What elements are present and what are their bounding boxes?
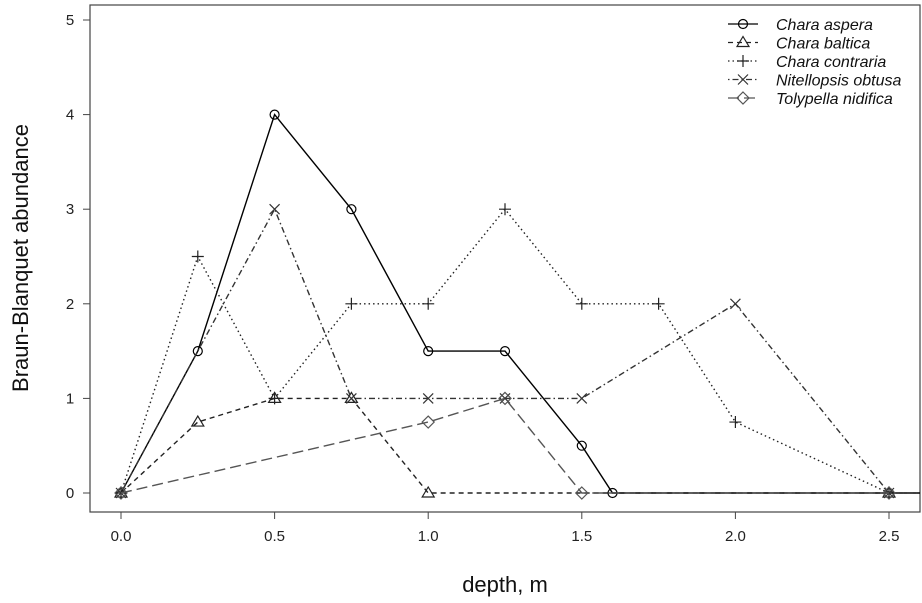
plus-marker [652,297,665,310]
cross-marker [345,392,357,404]
circle-marker [499,346,511,357]
plus-marker [729,416,742,429]
triangle-marker [735,35,751,48]
diamond-marker [114,486,128,500]
legend-label: Chara contraria [776,54,886,71]
cross-marker [729,298,741,310]
y-tick-label: 5 [66,12,74,29]
series-line [120,113,889,494]
diamond-marker [736,91,750,105]
x-tick-label: 1.0 [418,528,439,545]
circle-marker [576,440,587,451]
diamond-marker [498,391,512,406]
series-chara-baltica [113,391,897,498]
legend-item: Chara contraria [728,54,886,71]
legend-label: Chara aspera [776,17,873,34]
series-tolypella-nidifica [114,391,896,500]
legend-label: Nitellopsis obtusa [776,73,902,90]
cross-marker [269,203,281,215]
x-axis: 0.0 0.5 1.0 1.5 2.0 2.5 [111,512,900,545]
cross-marker [422,392,434,404]
legend-label: Chara baltica [776,36,870,53]
circle-marker [192,346,203,357]
cross-marker [737,74,749,85]
cross-marker [576,392,588,404]
series-line [120,207,890,494]
diamond-marker [882,486,896,500]
plus-marker [191,250,204,263]
series-line [120,397,889,494]
triangle-marker [421,485,436,498]
circle-marker [269,109,280,120]
x-axis-label: depth, m [462,572,548,597]
legend-item: Tolypella nidifica [728,91,893,108]
series-line [120,208,890,494]
y-axis-label: Braun-Blanquet abundance [8,124,33,392]
plus-marker [422,297,435,310]
plus-marker [345,297,358,310]
circle-marker [423,346,434,357]
plus-marker [268,392,281,405]
x-tick-label: 2.0 [725,528,746,545]
y-tick-label: 1 [66,390,74,407]
x-tick-label: 0.0 [111,528,132,545]
diamond-marker [574,486,589,500]
y-tick-label: 4 [66,107,74,124]
plus-marker [499,203,511,216]
x-tick-label: 0.5 [264,528,285,545]
series-line [120,397,889,494]
legend-item: Chara aspera [728,17,873,34]
circle-marker [737,18,749,30]
legend-item: Nitellopsis obtusa [728,73,902,90]
y-tick-label: 2 [66,296,74,313]
series-chara-aspera [115,109,920,499]
plus-marker [737,55,749,67]
legend-item: Chara baltica [728,35,870,53]
x-tick-label: 1.5 [571,528,592,545]
diamond-marker [421,415,436,429]
circle-marker [346,204,357,215]
triangle-marker [190,414,205,427]
y-tick-label: 3 [66,201,74,218]
plot-frame [89,4,921,513]
x-tick-label: 2.5 [879,528,900,545]
triangle-marker [344,391,359,403]
series-nitellopsis-obtusa [115,203,920,499]
series-group [113,109,920,500]
plus-marker [575,297,588,310]
y-tick-label: 0 [66,485,74,502]
y-axis: 0 1 2 3 4 5 [66,12,90,502]
legend-label: Tolypella nidifica [776,91,893,108]
